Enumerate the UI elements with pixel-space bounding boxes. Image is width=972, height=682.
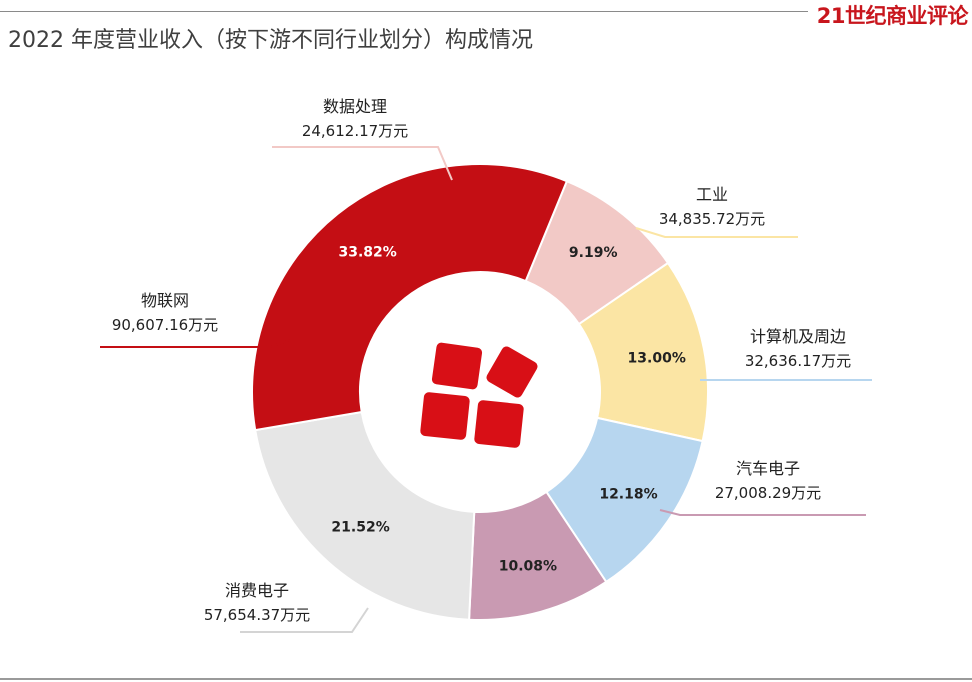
category-label-2: 工业: [696, 185, 728, 204]
percent-label-1: 9.19%: [569, 245, 618, 261]
value-label-3: 32,636.17万元: [745, 352, 851, 370]
category-label-6: 物联网: [141, 291, 189, 310]
leader-line-1: [272, 146, 453, 181]
labels: 9.19% 数据处理 24,612.17万元 13.00% 工业 34,835.72万元 1…: [112, 97, 851, 624]
leader-lines: [100, 146, 872, 633]
percent-label-4: 10.08%: [499, 559, 557, 575]
footer-rule: [0, 678, 972, 680]
category-label-4: 汽车电子: [736, 459, 800, 478]
percent-label-5: 21.52%: [331, 520, 389, 536]
percent-label-6: 33.82%: [339, 244, 397, 260]
leader-line-5: [240, 607, 369, 633]
leader-line-2: [635, 227, 798, 238]
leader-line-6: [100, 339, 291, 348]
category-label-5: 消费电子: [225, 581, 289, 600]
header-rule: [0, 11, 808, 12]
value-label-4: 27,008.29万元: [715, 484, 821, 502]
value-label-1: 24,612.17万元: [302, 122, 408, 140]
chart-title: 2022 年度营业收入（按下游不同行业划分）构成情况: [8, 28, 533, 53]
red-tiles-logo-icon: [360, 272, 600, 512]
value-label-6: 90,607.16万元: [112, 316, 218, 334]
slices: [251, 163, 709, 621]
category-label-3: 计算机及周边: [750, 327, 846, 346]
brand-logo: 21世纪商业评论: [816, 4, 969, 28]
percent-label-2: 13.00%: [628, 351, 686, 367]
category-label-1: 数据处理: [323, 97, 387, 116]
value-label-2: 34,835.72万元: [659, 210, 765, 228]
leader-line-4: [659, 509, 866, 516]
percent-label-3: 12.18%: [599, 487, 657, 503]
value-label-5: 57,654.37万元: [204, 606, 310, 624]
